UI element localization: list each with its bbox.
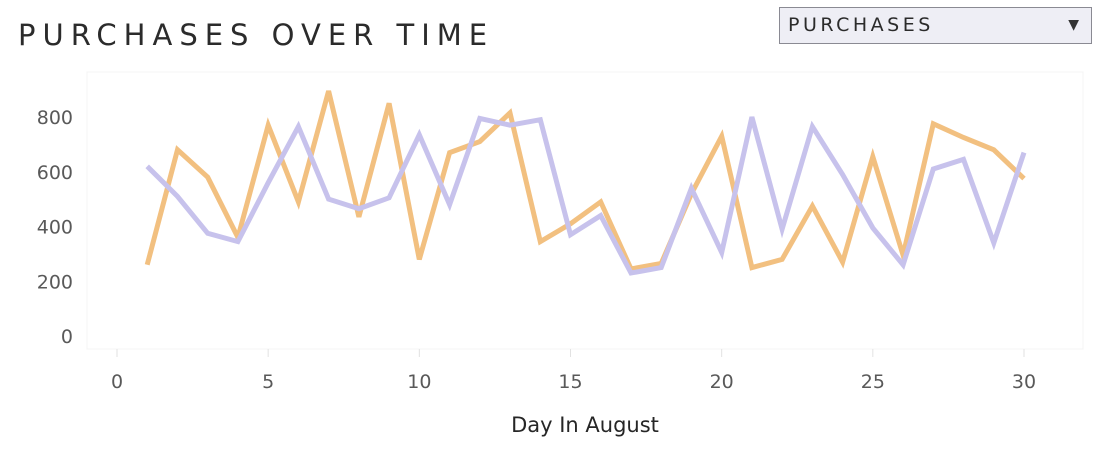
- series-line-2: [145, 115, 1027, 276]
- plot-area: [86, 71, 1084, 350]
- y-axis: 0 200 400 600 800: [37, 107, 73, 348]
- x-tick-label: 25: [861, 371, 885, 393]
- chevron-down-icon: ▼: [1068, 17, 1079, 33]
- y-tick-label: 800: [37, 107, 73, 129]
- series-line-1: [144, 90, 1026, 272]
- chart-title: PURCHASES OVER TIME: [18, 18, 495, 52]
- series-layer: [144, 90, 1027, 276]
- metric-select-value: PURCHASES: [788, 14, 934, 36]
- x-axis-label: Day In August: [511, 413, 659, 437]
- x-tick-label: 15: [558, 371, 582, 393]
- y-tick-label: 600: [37, 162, 73, 184]
- x-tick-label: 10: [407, 371, 431, 393]
- y-tick-label: 400: [37, 217, 73, 239]
- x-tick-label: 5: [262, 371, 274, 393]
- x-axis: 0 5 10 15 20 25 30: [111, 349, 1036, 393]
- x-tick-label: 0: [111, 371, 123, 393]
- y-tick-label: 0: [61, 326, 73, 348]
- x-tick-label: 20: [710, 371, 734, 393]
- metric-select[interactable]: PURCHASES ▼: [779, 7, 1092, 44]
- x-tick-label: 30: [1012, 371, 1036, 393]
- y-tick-label: 200: [37, 271, 73, 293]
